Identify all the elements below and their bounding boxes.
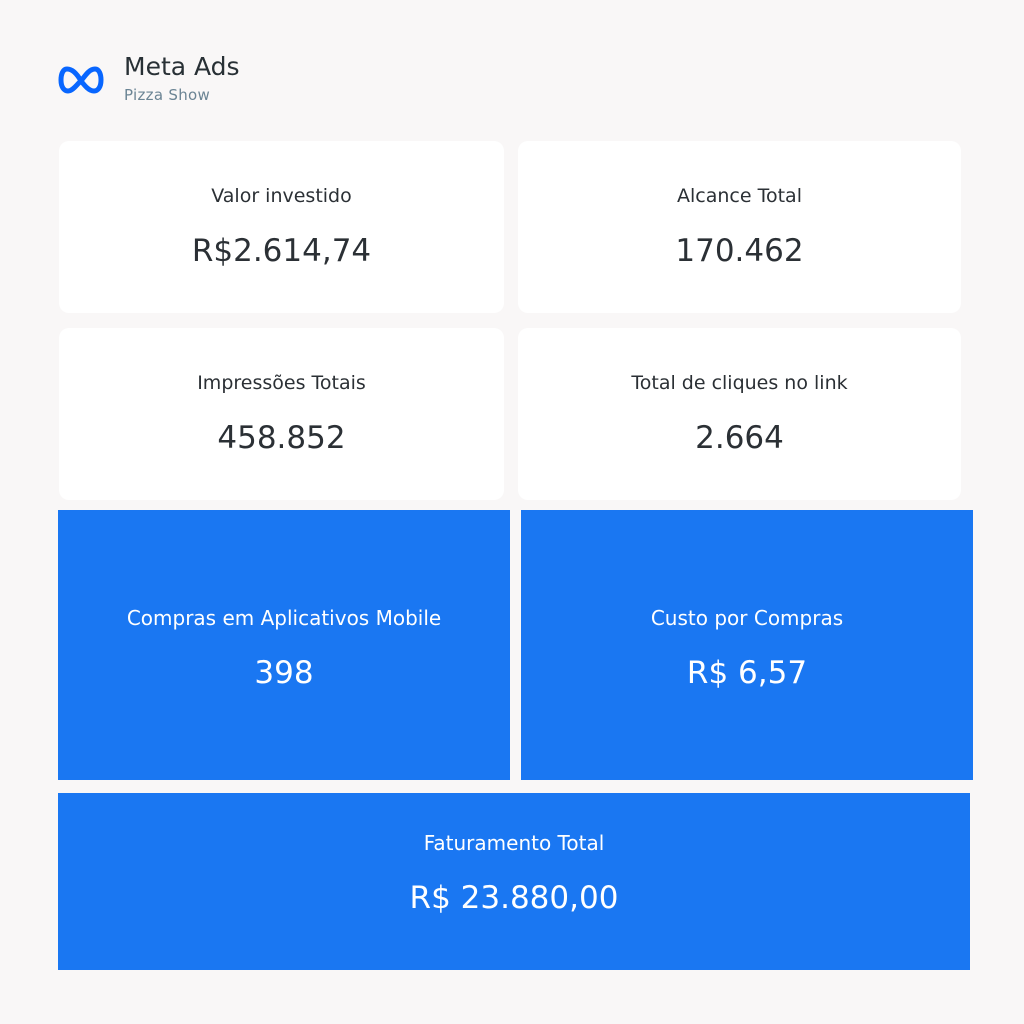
highlight-value: R$ 23.880,00 <box>409 880 619 916</box>
highlight-label: Faturamento Total <box>423 831 605 855</box>
highlight-value: R$ 6,57 <box>686 655 808 691</box>
app-title: Meta Ads <box>124 52 240 81</box>
highlight-label: Custo por Compras <box>650 606 844 630</box>
metric-label: Alcance Total <box>677 185 802 207</box>
highlight-card-custo: Custo por Compras R$ 6,57 <box>521 510 973 780</box>
metric-card-alcance-total: Alcance Total 170.462 <box>518 141 961 313</box>
metric-value: 458.852 <box>217 420 346 456</box>
metric-value: 170.462 <box>675 233 804 269</box>
highlight-value: 398 <box>254 655 314 691</box>
metric-value: 2.664 <box>695 420 784 456</box>
metric-label: Valor investido <box>211 185 352 207</box>
highlight-card-faturamento: Faturamento Total R$ 23.880,00 <box>58 793 970 970</box>
highlight-label: Compras em Aplicativos Mobile <box>126 606 442 630</box>
metric-label: Total de cliques no link <box>631 372 848 394</box>
highlight-card-compras: Compras em Aplicativos Mobile 398 <box>58 510 510 780</box>
metric-card-impressoes: Impressões Totais 458.852 <box>59 328 504 500</box>
account-name: Pizza Show <box>124 86 211 104</box>
metric-label: Impressões Totais <box>197 372 366 394</box>
metric-value: R$2.614,74 <box>191 233 372 269</box>
metric-card-cliques: Total de cliques no link 2.664 <box>518 328 961 500</box>
metric-card-valor-investido: Valor investido R$2.614,74 <box>59 141 504 313</box>
meta-logo-icon <box>58 66 104 94</box>
